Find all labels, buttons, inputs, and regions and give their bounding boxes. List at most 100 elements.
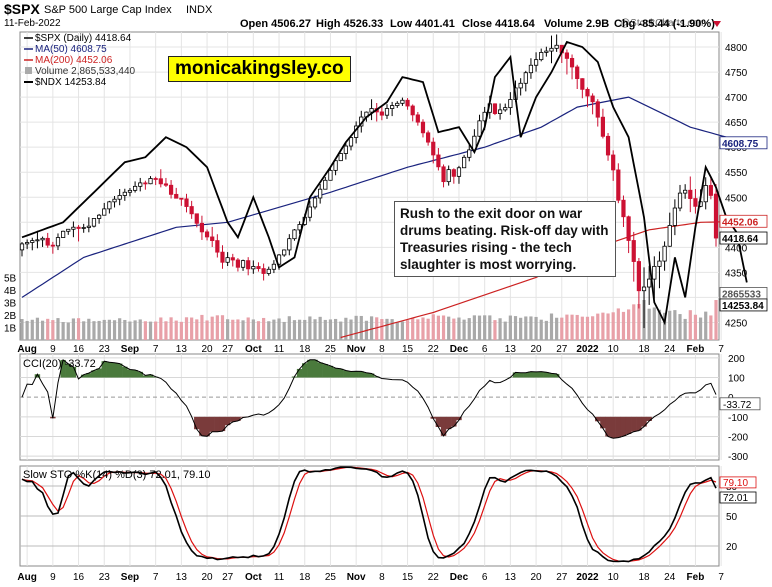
volume-bar bbox=[488, 315, 492, 340]
legend-ma50: MA(50) 4608.75 bbox=[35, 44, 107, 55]
volume-bar bbox=[390, 319, 394, 340]
candle-body bbox=[256, 266, 261, 269]
candle-body bbox=[621, 199, 626, 218]
volume-bar bbox=[241, 320, 245, 340]
candle-body bbox=[50, 244, 55, 247]
cci-tick-label: 200 bbox=[728, 354, 745, 365]
candle-body bbox=[215, 240, 220, 253]
cci-tick-label: 100 bbox=[728, 374, 745, 385]
candle-body bbox=[333, 160, 338, 171]
volume-bar bbox=[637, 304, 641, 340]
legend-ndx: $NDX 14253.84 bbox=[35, 77, 107, 88]
date-tick-label: 16 bbox=[73, 344, 85, 355]
volume-bar bbox=[195, 319, 199, 340]
down-triangle-icon bbox=[713, 21, 721, 27]
date-tick-label: 20 bbox=[531, 344, 543, 355]
cci-panel-frame bbox=[19, 353, 720, 461]
volume-bar bbox=[544, 320, 548, 340]
slow-stochastic-indicator bbox=[21, 466, 717, 563]
volume-bar bbox=[591, 316, 595, 340]
volume-bar bbox=[714, 300, 718, 340]
candle-body bbox=[102, 208, 107, 216]
volume-bar bbox=[498, 318, 502, 340]
date-tick-label: 10 bbox=[608, 572, 620, 583]
date-tick-label: 13 bbox=[176, 572, 188, 583]
volume-bar bbox=[298, 319, 302, 340]
cci-line bbox=[21, 359, 717, 439]
date-tick-label: 7 bbox=[718, 344, 724, 355]
date-tick-label: 13 bbox=[505, 344, 517, 355]
sto-k-line bbox=[21, 466, 717, 563]
sto-badge bbox=[719, 476, 757, 489]
cci-indicator bbox=[21, 359, 717, 439]
candle-body bbox=[138, 182, 143, 187]
candle-body bbox=[235, 259, 241, 268]
candle-body bbox=[477, 120, 482, 137]
volume-bar bbox=[698, 317, 703, 340]
date-tick-label: Sep bbox=[121, 572, 139, 583]
candle-body bbox=[163, 183, 169, 186]
date-tick-label: Nov bbox=[347, 344, 366, 355]
volume-bar bbox=[143, 321, 147, 340]
volume-bar bbox=[627, 309, 631, 340]
date-tick-label: 23 bbox=[99, 572, 111, 583]
volume-bar bbox=[606, 313, 610, 340]
volume-bar bbox=[621, 311, 626, 340]
price-badge-label: 14253.84 bbox=[722, 301, 764, 312]
volume-bar bbox=[164, 321, 168, 340]
volume-bar bbox=[683, 318, 687, 340]
sto-badge-label: 72.01 bbox=[723, 493, 748, 504]
candle-body bbox=[451, 169, 456, 177]
candle-body bbox=[467, 149, 472, 158]
candle-body bbox=[261, 268, 266, 274]
volume-bar bbox=[287, 316, 291, 340]
volume-bar bbox=[51, 320, 55, 340]
date-tick-label: Sep bbox=[121, 344, 139, 355]
volume-bar bbox=[169, 317, 173, 340]
volume-bar bbox=[282, 321, 286, 340]
date-tick-label: 18 bbox=[299, 344, 311, 355]
candle-body bbox=[276, 254, 282, 265]
candle-body bbox=[107, 201, 112, 210]
volume-bar bbox=[524, 316, 528, 340]
cci-tick-label: -300 bbox=[728, 452, 748, 463]
volume-bar bbox=[513, 316, 518, 340]
volume-bar bbox=[71, 318, 76, 340]
volume-bar bbox=[200, 314, 204, 340]
symbol: $SPX bbox=[4, 1, 40, 17]
date-tick-label: 18 bbox=[638, 344, 650, 355]
candle-body bbox=[220, 251, 225, 263]
price-tick-label: 4700 bbox=[725, 93, 748, 104]
volume-bar bbox=[452, 318, 456, 340]
volume-bar bbox=[421, 317, 425, 340]
index-name: S&P 500 Large Cap Index bbox=[44, 4, 172, 16]
candle-body bbox=[405, 99, 410, 107]
date-tick-label: 15 bbox=[402, 344, 414, 355]
date-tick-label: 25 bbox=[325, 572, 337, 583]
volume-bar bbox=[647, 308, 651, 340]
volume-bar bbox=[46, 318, 50, 340]
volume-bar bbox=[256, 321, 261, 340]
volume-bar bbox=[549, 313, 554, 340]
candle-body bbox=[595, 101, 600, 118]
volume-bar bbox=[30, 319, 34, 340]
volume-bar bbox=[184, 317, 189, 340]
candle-body bbox=[86, 225, 91, 228]
date-tick-label: Dec bbox=[450, 572, 469, 583]
volume-bar bbox=[128, 321, 132, 340]
volume-bar bbox=[179, 321, 183, 340]
volume-bar bbox=[457, 317, 461, 340]
date-tick-label: 18 bbox=[638, 572, 650, 583]
date-tick-label: 27 bbox=[222, 344, 234, 355]
volume-bar bbox=[87, 318, 91, 340]
candle-body bbox=[600, 116, 606, 137]
date-tick-label: 7 bbox=[153, 572, 159, 583]
candle-body bbox=[323, 179, 328, 190]
volume-bar bbox=[277, 318, 281, 340]
date-tick-label: 11 bbox=[274, 572, 285, 583]
date-tick-label: 25 bbox=[325, 344, 337, 355]
candle-body bbox=[61, 230, 66, 238]
date-tick-label: Aug bbox=[17, 572, 36, 583]
date-tick-label: 6 bbox=[482, 572, 488, 583]
